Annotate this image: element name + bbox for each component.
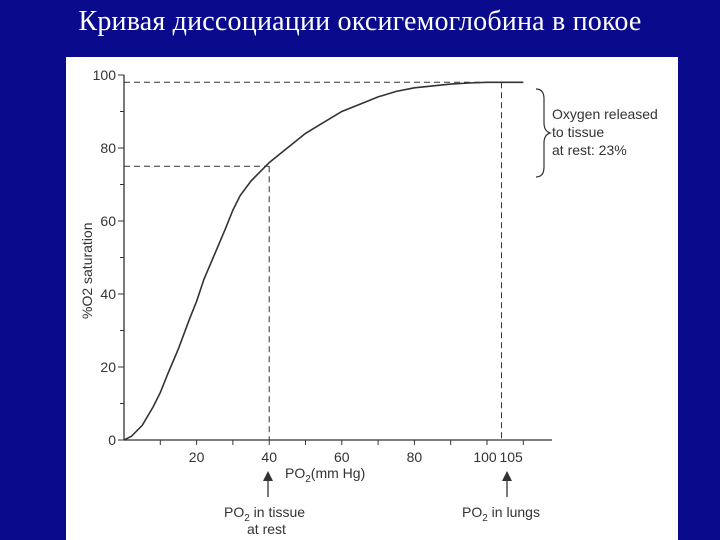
tissue-label-line-2: at rest	[247, 521, 286, 537]
x-tick-label: 20	[189, 449, 205, 465]
x-tick-label: 80	[407, 449, 423, 465]
x-tick-label: 100	[473, 449, 497, 465]
x-tick-label: 105	[499, 449, 523, 465]
lungs-label: PO2 in lungs	[462, 504, 540, 524]
released-line-3: at rest: 23%	[552, 142, 627, 158]
released-line-1: Oxygen released	[552, 106, 658, 122]
dissociation-curve	[123, 81, 524, 441]
x-tick-label: 40	[261, 449, 277, 465]
reference-lines	[124, 81, 503, 440]
released-bracket	[535, 88, 552, 178]
chart-panel: 0 20 40 60 80 100 20 40 60 80 100 105 %O2 saturatio…	[66, 57, 678, 540]
y-axis-label: %O2 saturation	[79, 223, 95, 320]
tissue-arrow	[263, 471, 273, 497]
y-tick-label: 100	[93, 67, 117, 83]
y-tick-label: 20	[100, 359, 116, 375]
released-line-2: to tissue	[552, 124, 604, 140]
slide-title: Кривая диссоциации оксигемоглобина в пок…	[78, 6, 642, 37]
lungs-arrow	[502, 471, 512, 497]
y-tick-label: 40	[100, 286, 116, 302]
y-tick-label: 0	[108, 432, 116, 448]
y-tick-label: 60	[100, 213, 116, 229]
y-tick-label: 80	[100, 140, 116, 156]
x-tick-label: 60	[334, 449, 350, 465]
tissue-label-line-1: PO2 in tissue	[224, 504, 305, 524]
x-axis-label: PO2(mm Hg)	[285, 465, 365, 485]
